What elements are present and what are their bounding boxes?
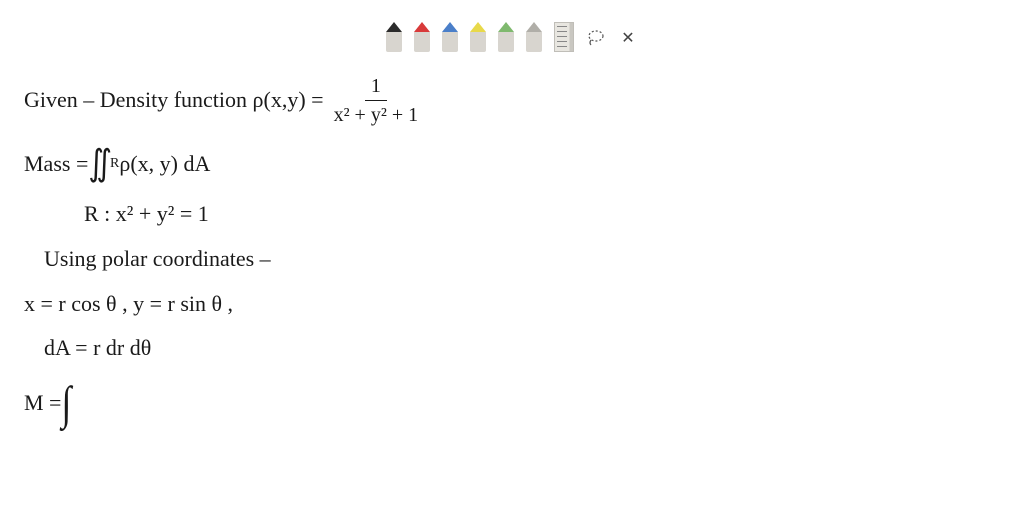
handwritten-content: Given – Density function ρ(x,y) = 1 x² +… [24,72,1000,443]
close-icon[interactable]: ✕ [618,28,638,48]
polar-heading: Using polar coordinates – [44,244,271,275]
ruler-icon[interactable] [554,22,574,52]
double-integral-icon: ∬ [88,139,112,189]
pencil-gray[interactable] [526,22,542,52]
line-M: M = ∫ [24,378,1000,428]
pencil-green[interactable] [498,22,514,52]
pencil-blue[interactable] [442,22,458,52]
region-def: R : x² + y² = 1 [84,199,209,230]
mass-integrand: ρ(x, y) dA [119,149,210,180]
line-region: R : x² + y² = 1 [84,199,1000,230]
line-mass: Mass = ∬ R ρ(x, y) dA [24,143,1000,185]
line-dA: dA = r dr dθ [44,333,1000,364]
pencil-yellow[interactable] [470,22,486,52]
line-polar-sub: x = r cos θ , y = r sin θ , [24,289,1000,320]
line-given: Given – Density function ρ(x,y) = 1 x² +… [24,72,1000,129]
given-text: Given – Density function ρ(x,y) = [24,85,324,116]
polar-sub: x = r cos θ , y = r sin θ , [24,289,233,320]
frac-num: 1 [365,72,387,101]
dA-def: dA = r dr dθ [44,333,151,364]
frac-den: x² + y² + 1 [328,101,425,129]
pencil-red[interactable] [414,22,430,52]
line-polar-heading: Using polar coordinates – [44,244,1000,275]
M-label: M = [24,388,61,419]
pen-toolbar: ✕ [376,18,648,56]
integral-icon: ∫ [61,371,71,437]
density-fraction: 1 x² + y² + 1 [328,72,425,129]
pencil-black[interactable] [386,22,402,52]
mass-label: Mass = [24,149,88,180]
lasso-icon[interactable] [586,28,606,48]
